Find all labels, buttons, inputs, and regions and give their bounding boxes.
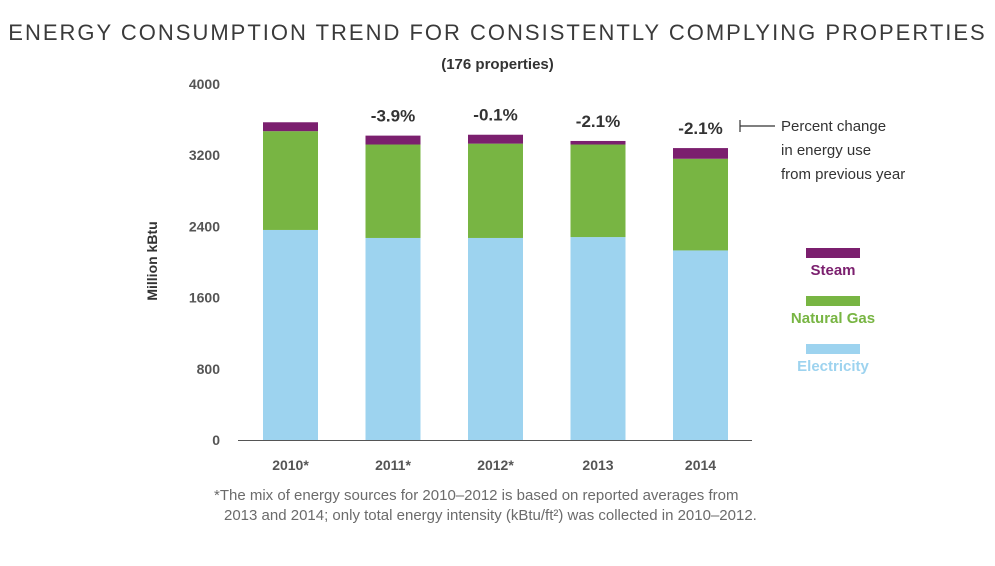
x-tick-label: 2013 (582, 457, 613, 473)
bar-segment-electricity (365, 237, 421, 440)
bar-segment-steam (263, 122, 318, 132)
legend-swatch-steam (806, 248, 860, 258)
bar-segment-electricity (673, 250, 728, 440)
percent-change-label: -3.9% (371, 107, 415, 126)
legend-swatch-natural-gas (806, 296, 860, 306)
percent-change-label: -0.1% (473, 106, 517, 125)
bar-segment-electricity (263, 229, 318, 440)
y-tick-label: 4000 (189, 76, 220, 92)
chart-subtitle: (176 properties) (441, 56, 554, 73)
x-tick-label: 2010* (272, 457, 309, 473)
bar-segment-natural-gas (365, 144, 421, 238)
x-tick-label: 2011* (375, 457, 411, 473)
bar-segment-steam (570, 140, 626, 145)
percent-note-line: from previous year (781, 166, 905, 183)
y-tick-label: 1600 (189, 290, 220, 306)
bar-segment-electricity (468, 237, 523, 440)
legend-swatch-electricity (806, 344, 860, 354)
y-tick-label: 0 (212, 432, 220, 448)
bar-segment-steam (468, 134, 523, 144)
footnote-line-1: *The mix of energy sources for 2010–2012… (214, 487, 739, 504)
legend-label-natural-gas: Natural Gas (791, 310, 875, 327)
bar-segment-steam (365, 135, 421, 145)
y-tick-label: 2400 (189, 218, 220, 234)
chart-title: ENERGY CONSUMPTION TREND FOR CONSISTENTL… (8, 20, 987, 45)
bar-segment-natural-gas (673, 158, 728, 251)
legend-label-electricity: Electricity (797, 358, 869, 375)
x-tick-label: 2014 (685, 457, 716, 473)
bar-segment-electricity (570, 237, 626, 440)
bar-segment-steam (673, 148, 728, 159)
bar-segment-natural-gas (468, 143, 523, 238)
percent-note-line: in energy use (781, 142, 871, 159)
x-tick-label: 2012* (477, 457, 514, 473)
footnote: *The mix of energy sources for 2010–2012… (214, 486, 757, 526)
y-tick-label: 800 (197, 361, 221, 377)
percent-note-line: Percent change (781, 118, 886, 135)
footnote-line-2: 2013 and 2014; only total energy intensi… (224, 507, 757, 524)
y-tick-label: 3200 (189, 147, 220, 163)
y-axis-label: Million kBtu (144, 221, 160, 300)
bar-segment-natural-gas (570, 144, 626, 238)
bar-segment-natural-gas (263, 131, 318, 230)
percent-change-label: -2.1% (678, 119, 722, 138)
legend-label-steam: Steam (810, 262, 855, 279)
percent-change-label: -2.1% (576, 112, 620, 131)
